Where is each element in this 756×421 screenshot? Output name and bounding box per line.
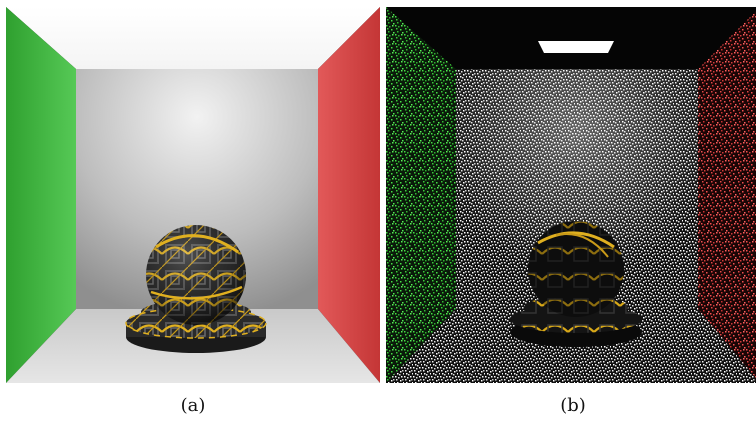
back-wall <box>76 69 318 309</box>
pedestal <box>510 296 642 347</box>
left-wall <box>6 7 76 383</box>
right-wall <box>698 11 756 379</box>
left-wall <box>386 7 456 383</box>
render-panel-a <box>6 7 380 383</box>
panel-caption-b: (b) <box>560 395 586 416</box>
right-wall <box>318 7 380 383</box>
cornell-box-render-a <box>6 7 380 383</box>
render-panel-b <box>386 7 756 383</box>
textured-sphere <box>146 225 246 325</box>
textured-sphere <box>528 221 624 317</box>
ceiling <box>6 7 380 69</box>
cornell-box-render-b <box>386 7 756 383</box>
panel-caption-a: (a) <box>180 395 206 416</box>
ceiling <box>386 7 756 69</box>
area-light <box>538 41 614 53</box>
